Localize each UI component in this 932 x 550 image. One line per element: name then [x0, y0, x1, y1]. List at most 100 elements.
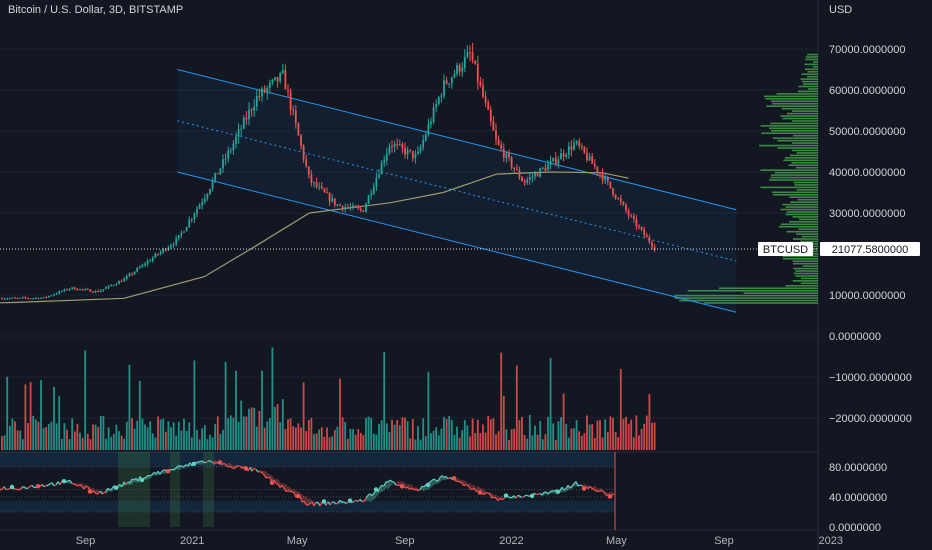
price-tick-label: 10000.0000000 [829, 290, 905, 302]
candle-body [599, 172, 601, 174]
candle-body [141, 264, 144, 268]
volume-bar [458, 437, 461, 450]
candle-body [632, 216, 635, 219]
volume-bar [461, 430, 464, 450]
volume-bar [40, 380, 42, 450]
candle-body [469, 52, 471, 54]
volume-profile-bar [718, 287, 818, 290]
candle-body [502, 148, 505, 159]
volume-bar [544, 434, 547, 450]
candle-body [357, 207, 360, 209]
volume-bar [245, 416, 248, 450]
volume-profile-bar [795, 270, 818, 272]
volume-profile-bar [803, 83, 818, 85]
osc-fill [388, 480, 390, 490]
osc-cross-dot [35, 483, 41, 489]
volume-bar [625, 416, 627, 450]
volume-bar [609, 416, 612, 450]
osc-line [215, 461, 219, 465]
channel-fill [177, 69, 737, 313]
volume-profile-bar [801, 80, 818, 83]
volume-profile-bar [772, 102, 818, 105]
candle-body [274, 77, 276, 80]
osc-line [481, 492, 485, 496]
volume-profile-bar [773, 193, 818, 196]
candle-body [300, 135, 302, 146]
volume-bar [391, 419, 393, 450]
volume-profile-bar [805, 58, 818, 61]
osc-fill [302, 494, 304, 502]
osc-line [143, 476, 147, 479]
candle-body [16, 297, 19, 299]
candle-body [86, 289, 89, 291]
osc-fill [396, 481, 398, 486]
osc-cross-dot [581, 486, 587, 491]
volume-bar [570, 428, 573, 450]
volume-profile-bar [791, 161, 818, 164]
volume-bar [297, 423, 300, 450]
osc-line [551, 490, 555, 493]
osc-fill [276, 478, 278, 485]
volume-profile-bar [769, 179, 818, 181]
candle-body [505, 153, 508, 159]
candle-body [222, 159, 224, 169]
candle-body [453, 73, 456, 78]
volume-bar [640, 428, 643, 450]
volume-bar [216, 416, 219, 450]
volume-profile-bar [789, 221, 818, 223]
osc-line [263, 474, 267, 479]
regression-channel [177, 69, 737, 313]
price-tag-value: 21077.5800000 [832, 244, 908, 256]
osc-highlight-band [118, 452, 150, 527]
osc-line [159, 470, 163, 475]
time-tick-label: Sep [76, 535, 96, 547]
osc-line [589, 486, 593, 489]
volume-bar [354, 434, 357, 450]
volume-profile-bar [800, 78, 818, 80]
candle-body [27, 298, 29, 300]
volume-bar [466, 425, 469, 450]
volume-bar [294, 427, 297, 450]
volume-profile-bar [770, 176, 818, 179]
volume-profile-bar [799, 218, 818, 221]
candle-body [372, 186, 375, 194]
candle-body [544, 167, 547, 171]
osc-fill [132, 479, 134, 485]
osc-line [149, 474, 153, 477]
candle-body [393, 144, 396, 147]
osc-line [359, 498, 363, 502]
osc-line [325, 501, 329, 506]
osc-line [213, 461, 217, 465]
candle-body [289, 91, 292, 110]
candle-body [198, 204, 201, 209]
volume-profile-bar [795, 275, 818, 277]
osc-line [7, 487, 11, 490]
volume-bar [333, 429, 336, 450]
osc-line [3, 486, 7, 490]
volume-bar [198, 439, 201, 450]
candle-body [554, 157, 557, 164]
osc-line [161, 469, 165, 472]
osc-line [103, 490, 107, 494]
volume-bar [45, 427, 48, 450]
volume-bar [357, 429, 360, 450]
candle-body [406, 149, 409, 155]
volume-bar [482, 424, 484, 450]
volume-profile-bar [785, 284, 818, 287]
volume-bar [552, 423, 555, 450]
price-tick-label: 70000.0000000 [829, 44, 905, 56]
volume-bar [86, 433, 89, 450]
volume-bar [89, 439, 92, 450]
volume-bar [378, 423, 380, 450]
candle-body [614, 194, 617, 199]
volume-profile-bar [783, 159, 818, 162]
osc-line [441, 475, 445, 478]
volume-bar [549, 357, 552, 450]
volume-bar [71, 418, 74, 450]
candle-body [102, 289, 105, 291]
volume-bar [349, 428, 352, 450]
volume-bar [396, 420, 399, 450]
volume-profile-bar [798, 228, 818, 230]
osc-line [233, 466, 237, 469]
